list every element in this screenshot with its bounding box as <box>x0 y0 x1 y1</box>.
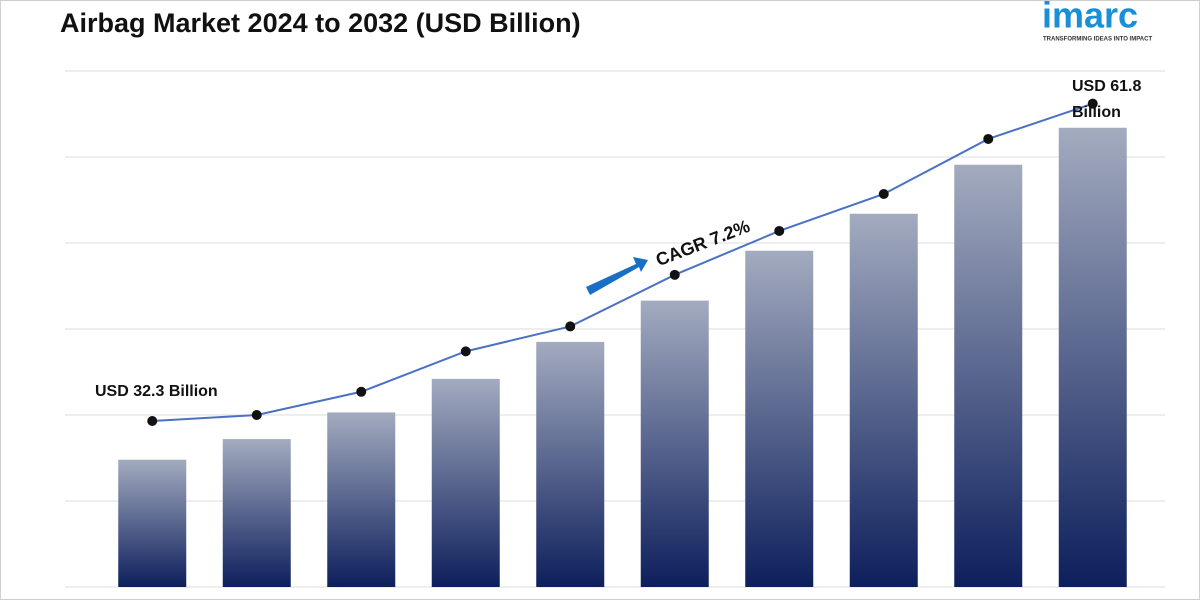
bar <box>849 213 918 587</box>
trend-line <box>152 102 1094 423</box>
bar <box>431 378 500 587</box>
trend-point <box>251 410 262 420</box>
bar <box>327 412 396 587</box>
trend-point <box>1087 98 1098 109</box>
logo: imarc <box>1042 0 1138 36</box>
bar <box>222 439 291 587</box>
trend-point <box>565 321 576 332</box>
chart-title: Airbag Market 2024 to 2032 (USD Billion) <box>60 8 581 38</box>
start-annotation: USD 32.3 Billion <box>95 383 218 400</box>
bar <box>536 341 605 587</box>
cagr-arrow <box>586 257 648 295</box>
trend-point <box>774 225 785 236</box>
bar <box>954 164 1023 588</box>
bar <box>1058 127 1127 587</box>
trend-point <box>356 386 367 397</box>
trend-point <box>878 188 889 199</box>
end-annotation: USD 61.8 Billion <box>1072 78 1142 121</box>
trend-point <box>460 346 471 357</box>
trend-point <box>983 133 994 144</box>
bar <box>640 300 709 587</box>
logo-tagline: TRANSFORMING IDEAS INTO IMPACT <box>1043 37 1152 43</box>
bar <box>118 459 187 587</box>
trend-point <box>147 416 158 427</box>
trend-point <box>669 269 680 280</box>
bar <box>745 250 814 588</box>
